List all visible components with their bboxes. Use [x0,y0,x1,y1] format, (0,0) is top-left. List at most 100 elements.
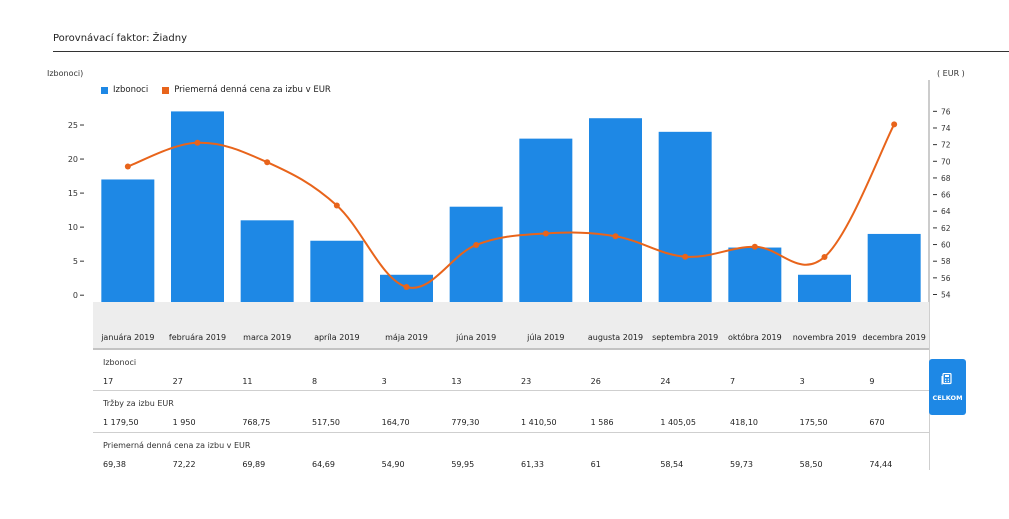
category-label: novembra 2019 [793,333,857,342]
left-tick-label: 5 [73,257,78,266]
left-tick-label: 25 [68,121,78,130]
table-cell: 24 [660,377,671,386]
right-tick-label: 68 [941,174,951,183]
table-cell: 27 [172,377,183,386]
table-cell: 59,95 [451,460,475,469]
table-cell: 7 [730,377,736,386]
table-cell: 670 [869,418,885,427]
category-label: októbra 2019 [728,332,782,342]
category-label: augusta 2019 [588,333,643,342]
right-tick-label: 74 [941,124,951,133]
table-cell: 72,22 [172,460,196,469]
table-cell: 69,38 [103,460,126,469]
table-cell: 26 [590,377,601,386]
left-tick-label: 0 [73,291,78,300]
right-tick-label: 72 [941,141,951,150]
legend-item-rooms[interactable]: Izbonoci [101,85,148,95]
right-tick-label: 64 [941,207,951,216]
table-cell: 64,69 [312,460,335,469]
combo-chart: 0 5 10 15 20 25 54 56 58 60 62 64 66 68 70 72 74 76 január… [68,80,951,350]
table-section: Tržby za izbu EUR 1 179,50 1 950 768,75 517,… [93,390,929,431]
line-point [542,230,549,237]
table-cell: 1 586 [590,418,614,427]
right-tick-label: 56 [941,274,951,283]
table-cell: 61 [590,460,601,469]
right-axis-caption: ( EUR ) [937,69,965,78]
bar [310,240,364,302]
line-point [473,241,480,248]
legend-swatch-line [162,86,170,94]
table-cell: 1 179,50 [103,418,139,427]
bar [728,247,782,302]
x-axis-band [93,302,929,350]
line-point [821,254,828,261]
table-cell: 61,33 [521,460,544,469]
legend-label-adr: Priemerná denná cena za izbu v EUR [174,85,331,95]
table-cell: 418,10 [730,418,758,427]
legend-item-adr[interactable]: Priemerná denná cena za izbu v EUR [162,85,331,95]
table-cell: 17 [103,377,114,386]
line-point [264,159,271,166]
line-point [124,163,131,170]
line-point [194,139,201,146]
table-section-title: Priemerná denná cena za izbu v EUR [103,441,251,450]
bar [101,179,155,302]
table-cell: 11 [242,377,253,386]
left-tick-label: 10 [68,223,78,232]
right-tick-label: 60 [941,241,951,250]
line-point [403,284,410,291]
table-section-title: Izbonoci [103,358,137,367]
table-cell: 58,50 [799,460,823,469]
legend-label-rooms: Izbonoci [113,85,149,95]
category-label: januára 2019 [100,333,154,342]
bar [240,220,294,302]
left-tick-label: 15 [68,189,78,198]
table-cell: 1 410,50 [521,418,557,427]
page-title: Porovnávací faktor: Žiadny [53,33,188,44]
right-tick-label: 58 [941,257,951,266]
bar [449,206,503,302]
table-cell: 517,50 [312,418,340,427]
line-point [891,121,898,128]
table-section: Izbonoci 17 27 11 8 3 13 23 26 24 7 3 9 [93,350,929,390]
category-label: marca 2019 [243,333,291,342]
bar [519,138,573,302]
table-cell: 1 950 [172,418,196,427]
table-cell: 9 [869,377,875,386]
table-cell: 8 [312,377,318,386]
line-point [612,233,619,240]
table-section-title: Tržby za izbu EUR [103,399,174,408]
table-cell: 3 [799,377,805,386]
category-label: februára 2019 [169,333,226,342]
table-section: Priemerná denná cena za izbu v EUR 69,38 7… [93,432,929,473]
line-point [333,202,340,209]
left-tick-label: 20 [68,155,78,164]
line-point [751,243,758,250]
total-button-label: CELKOM [932,394,963,402]
total-button[interactable]: CELKOM [929,359,966,415]
table-cell: 779,30 [451,418,480,427]
right-tick-label: 54 [941,291,951,300]
bar [798,274,851,302]
table-cell: 164,70 [381,418,410,427]
right-tick-label: 76 [941,107,951,116]
legend-swatch-bar [101,86,108,94]
right-tick-label: 70 [941,157,951,166]
bar [589,118,642,302]
table-cell: 13 [451,377,462,386]
table-cell: 175,50 [799,418,828,427]
header-divider [53,51,1009,52]
table-cell: 69,89 [242,460,266,469]
chart-legend: Izbonoci Priemerná denná cena za izbu v … [101,85,345,95]
calculator-icon [941,373,952,385]
table-cell: 23 [521,377,532,386]
category-label: mája 2019 [385,333,428,342]
right-tick-label: 62 [941,224,951,233]
bar [658,131,712,302]
table-cell: 54,90 [381,460,405,469]
line-point [682,253,689,260]
table-cell: 768,75 [242,418,271,427]
bar [867,233,921,302]
category-label: júla 2019 [526,333,564,342]
table-cell: 74,44 [869,460,893,469]
